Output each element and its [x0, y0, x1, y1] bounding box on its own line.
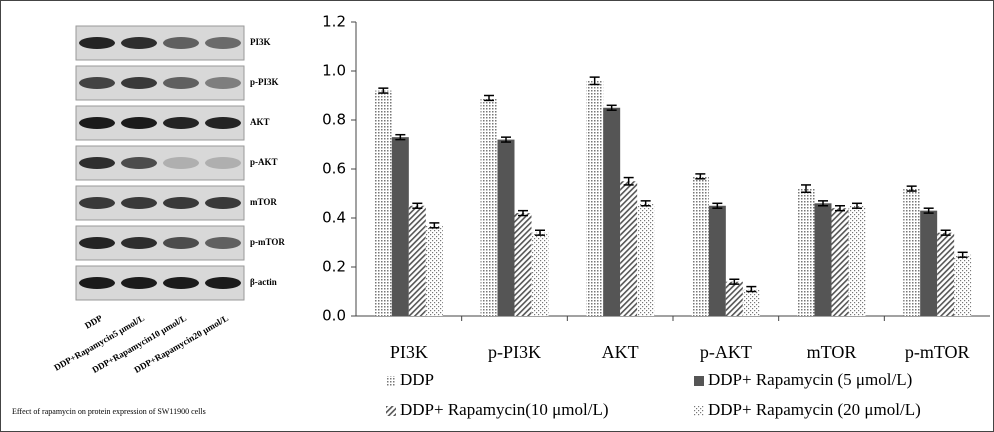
blot-band	[205, 77, 241, 89]
y-tick-label: 0.8	[322, 111, 346, 129]
blot-band	[79, 237, 115, 249]
bar	[692, 176, 709, 316]
y-tick-label: 0.4	[322, 209, 346, 227]
blot-band	[163, 157, 199, 169]
blot-band	[205, 237, 241, 249]
blot-band	[79, 37, 115, 49]
bar	[920, 211, 937, 316]
bar	[498, 140, 515, 316]
bar	[726, 282, 743, 316]
x-tick-label: p-PI3K	[488, 342, 541, 362]
bar	[392, 137, 409, 316]
blot-row-label: β-actin	[250, 277, 277, 287]
bar	[603, 108, 620, 316]
blot-band	[121, 37, 157, 49]
bar	[481, 98, 498, 316]
x-tick-label: PI3K	[390, 342, 428, 362]
bar	[743, 289, 760, 316]
y-tick-label: 0.0	[322, 307, 346, 325]
y-tick-label: 1.2	[322, 13, 346, 31]
blot-band	[121, 197, 157, 209]
bar	[954, 255, 971, 316]
blot-row-label: PI3K	[250, 37, 271, 47]
bar	[532, 233, 549, 316]
blot-band	[79, 117, 115, 129]
bar	[815, 203, 832, 316]
bar	[903, 189, 920, 316]
blot-band	[79, 157, 115, 169]
blot-band	[163, 197, 199, 209]
blot-row-label: p-PI3K	[250, 77, 279, 87]
legend-swatch	[694, 376, 704, 386]
blot-row-label: AKT	[250, 117, 270, 127]
bar	[515, 213, 532, 316]
blot-band	[121, 77, 157, 89]
bar	[426, 225, 443, 316]
blot-row-label: mTOR	[250, 197, 277, 207]
legend-swatch	[386, 376, 396, 386]
blot-band	[121, 237, 157, 249]
lane-label: DDP	[83, 313, 104, 331]
blot-row-label: p-AKT	[250, 157, 278, 167]
bar	[409, 206, 426, 316]
legend-swatch	[694, 406, 704, 416]
blot-band	[163, 77, 199, 89]
blot-band	[121, 277, 157, 289]
caption: Effect of rapamycin on protein expressio…	[12, 407, 206, 416]
blot-row-label: p-mTOR	[250, 237, 285, 247]
bar	[832, 208, 849, 316]
y-tick-label: 1.0	[322, 62, 346, 80]
bar	[620, 181, 637, 316]
blot-band	[205, 117, 241, 129]
legend-label: DDP+ Rapamycin(10 μmol/L)	[400, 400, 609, 419]
blot-band	[79, 277, 115, 289]
bar	[586, 81, 603, 316]
blot-band	[205, 277, 241, 289]
blot-band	[205, 37, 241, 49]
blot-band	[163, 277, 199, 289]
legend-label: DDP	[400, 370, 434, 389]
blot-band	[205, 197, 241, 209]
legend-swatch	[386, 406, 396, 416]
blot-band	[121, 117, 157, 129]
figure: Effect of rapamycin on protein expressio…	[0, 0, 994, 432]
blot-band	[79, 77, 115, 89]
legend-label: DDP+ Rapamycin (5 μmol/L)	[708, 370, 912, 389]
y-tick-label: 0.2	[322, 258, 346, 276]
x-tick-label: AKT	[602, 342, 639, 362]
bar	[849, 206, 866, 316]
x-tick-label: p-AKT	[700, 342, 752, 362]
bar	[637, 203, 654, 316]
x-tick-label: p-mTOR	[905, 342, 970, 362]
blot-band	[163, 117, 199, 129]
y-tick-label: 0.6	[322, 160, 346, 178]
bar	[709, 206, 726, 316]
blot-band	[163, 237, 199, 249]
blot-band	[205, 157, 241, 169]
blot-band	[79, 197, 115, 209]
legend-label: DDP+ Rapamycin (20 μmol/L)	[708, 400, 921, 419]
bar	[937, 233, 954, 316]
bar	[375, 91, 392, 316]
bar	[798, 189, 815, 316]
blot-band	[163, 37, 199, 49]
x-tick-label: mTOR	[807, 342, 857, 362]
blot-band	[121, 157, 157, 169]
